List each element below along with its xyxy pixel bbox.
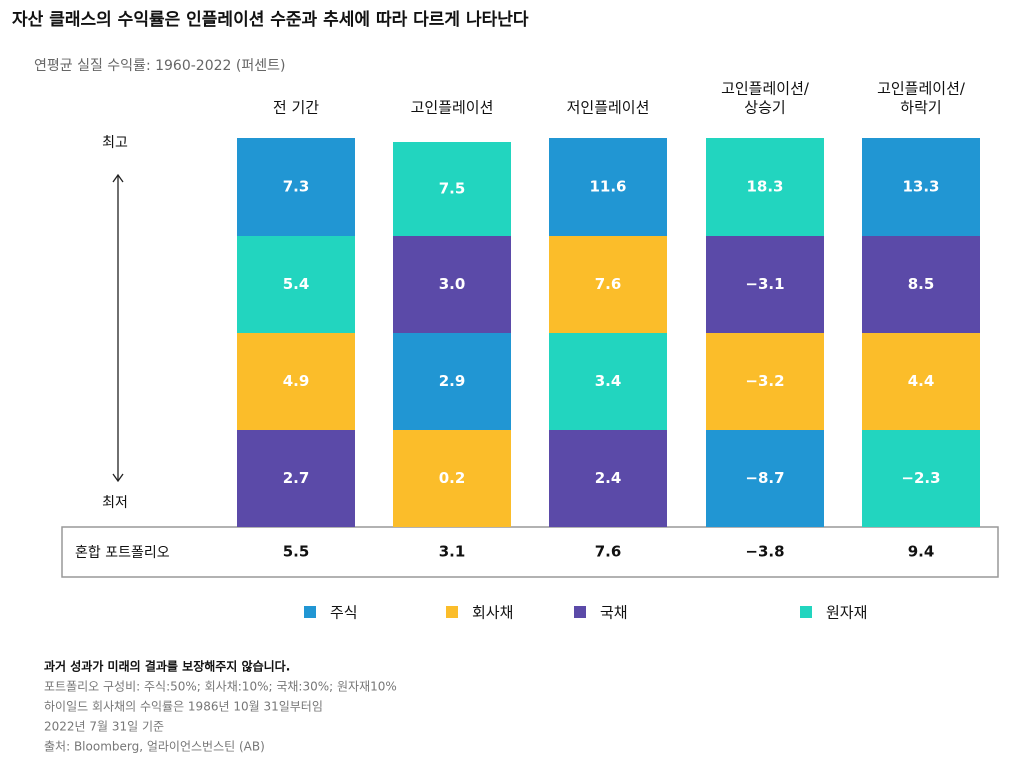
cell <box>862 138 980 236</box>
footer-line: 포트폴리오 구성비: 주식:50%; 회사채:10%; 국채:30%; 원자재1… <box>44 680 397 694</box>
cell <box>862 430 980 527</box>
cell <box>237 430 355 527</box>
cell-value: −3.1 <box>745 275 784 293</box>
cell-value: 7.3 <box>283 178 310 196</box>
cell <box>862 333 980 430</box>
cell-value: 18.3 <box>746 178 783 196</box>
legend-swatch <box>800 606 812 618</box>
footer-line: 하이일드 회사채의 수익률은 1986년 10월 31일부터임 <box>44 700 323 714</box>
cell-value: 2.7 <box>283 469 310 487</box>
legend-label: 국채 <box>600 604 628 622</box>
cell-value: −2.3 <box>901 469 940 487</box>
cell-value: 7.6 <box>595 275 622 293</box>
cell <box>237 333 355 430</box>
cell <box>706 138 824 236</box>
legend-label: 원자재 <box>826 604 867 622</box>
title: 자산 클래스의 수익률은 인플레이션 수준과 추세에 따라 다르게 나타난다 <box>12 10 529 30</box>
cell <box>393 333 511 430</box>
legend-label: 회사채 <box>472 604 513 622</box>
column-header: 고인플레이션/ <box>877 80 966 98</box>
legend-label: 주식 <box>330 604 358 622</box>
mix-label: 혼합 포트폴리오 <box>75 545 170 561</box>
mix-value: 3.1 <box>439 543 466 561</box>
cell <box>549 236 667 333</box>
footer-line: 2022년 7월 31일 기준 <box>44 720 164 734</box>
axis-arrow <box>112 173 124 483</box>
cell-value: 2.9 <box>439 372 466 390</box>
cell-value: 8.5 <box>908 275 935 293</box>
mix-value: 5.5 <box>283 543 310 561</box>
cell <box>549 430 667 527</box>
column-header: 저인플레이션 <box>567 99 650 117</box>
cell-value: 11.6 <box>589 178 626 196</box>
cell-value: 5.4 <box>283 275 310 293</box>
cell <box>706 430 824 527</box>
subtitle: 연평균 실질 수익률: 1960-2022 (퍼센트) <box>34 58 285 74</box>
cell <box>549 333 667 430</box>
cell <box>393 430 511 527</box>
column-header: 고인플레이션/ <box>721 80 810 98</box>
legend-swatch <box>446 606 458 618</box>
cell-value: 0.2 <box>439 469 466 487</box>
cell <box>706 333 824 430</box>
column-header: 전 기간 <box>273 99 319 117</box>
cell-value: 4.9 <box>283 372 310 390</box>
mix-box <box>61 526 999 578</box>
legend-swatch <box>304 606 316 618</box>
cell <box>237 236 355 333</box>
cell <box>706 236 824 333</box>
axis-bottom: 최저 <box>102 495 128 511</box>
cell <box>862 236 980 333</box>
column-header: 고인플레이션 <box>411 99 494 117</box>
cell <box>393 236 511 333</box>
cell-value: 4.4 <box>908 372 935 390</box>
cell-value: 2.4 <box>595 469 622 487</box>
axis-top: 최고 <box>102 135 128 151</box>
mix-value: 7.6 <box>595 543 622 561</box>
cell-value: −8.7 <box>745 469 784 487</box>
cell-value: 13.3 <box>902 178 939 196</box>
legend-swatch <box>574 606 586 618</box>
cell <box>237 138 355 236</box>
cell-value: 7.5 <box>439 180 466 198</box>
footer-line: 출처: Bloomberg, 얼라이언스번스틴 (AB) <box>44 740 265 754</box>
footer-line: 과거 성과가 미래의 결과를 보장해주지 않습니다. <box>44 659 290 674</box>
mix-value: 9.4 <box>908 543 935 561</box>
column-header: 상승기 <box>744 99 785 117</box>
cell <box>393 142 511 236</box>
cell <box>549 138 667 236</box>
mix-value: −3.8 <box>745 543 784 561</box>
cell-value: −3.2 <box>745 372 784 390</box>
cell-value: 3.4 <box>595 372 622 390</box>
column-header: 하락기 <box>900 99 941 117</box>
cell-value: 3.0 <box>439 275 466 293</box>
